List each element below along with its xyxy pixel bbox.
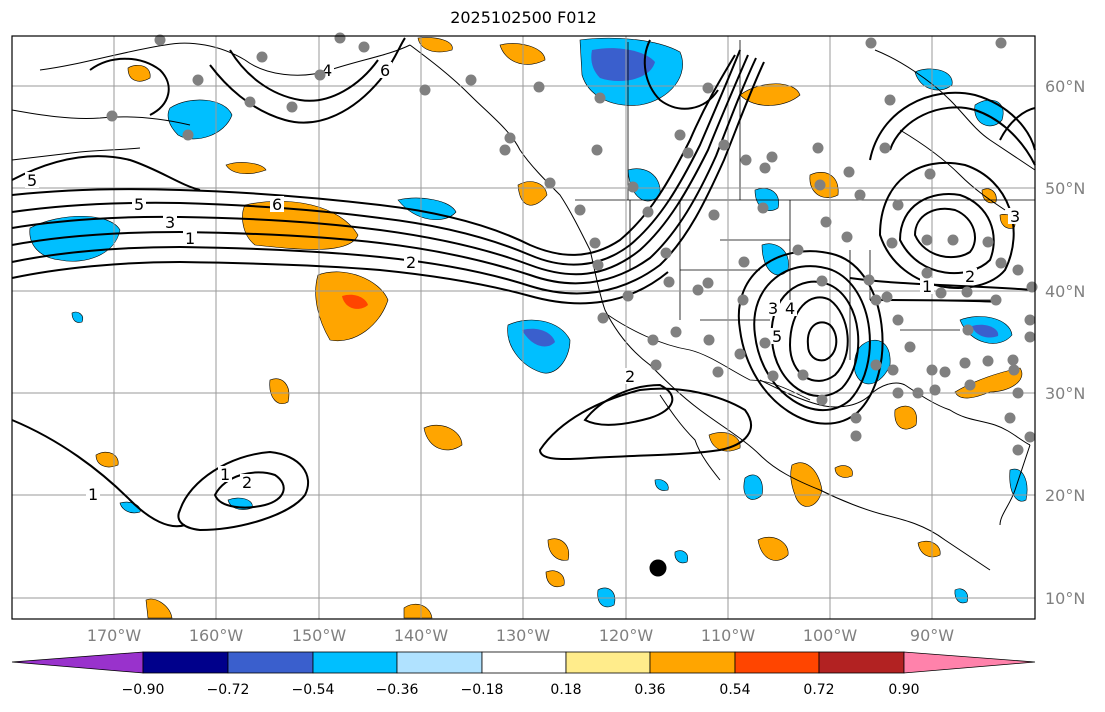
map-frame	[11, 35, 1036, 620]
colorbar-segment	[481, 651, 567, 674]
colorbar-tick: −0.18	[460, 682, 504, 698]
lon-label: 150°W	[291, 626, 347, 645]
contour-label: 2	[625, 367, 635, 386]
contour-label: 2	[406, 253, 416, 272]
contour-label: 4	[322, 61, 332, 80]
lat-label: 40°N	[1045, 282, 1086, 301]
colorbar-segment-below	[11, 651, 144, 674]
colorbar-segment	[818, 651, 905, 674]
lon-label: 100°W	[802, 626, 858, 645]
contour-label: 3	[165, 213, 175, 232]
colorbar-segment	[312, 651, 398, 674]
colorbar-segment	[142, 651, 229, 674]
colorbar-tick: −0.72	[206, 682, 250, 698]
contour-label: 6	[380, 61, 390, 80]
colorbar-tick: −0.90	[121, 682, 165, 698]
lon-label: 110°W	[700, 626, 756, 645]
colorbar-segment-above	[903, 651, 1036, 674]
colorbar-tick: −0.54	[291, 682, 335, 698]
map-title: 2025102500 F012	[450, 8, 597, 27]
negative-anomaly-shading	[29, 37, 1028, 608]
lat-label: 30°N	[1045, 384, 1086, 403]
contour-label: 5	[27, 171, 37, 190]
colorbar-tick: 0.72	[803, 682, 835, 698]
contour-lines	[11, 37, 1036, 532]
coastlines	[11, 42, 1036, 571]
contour-label: 3	[768, 299, 778, 318]
colorbar-segment	[649, 651, 736, 674]
lon-label: 160°W	[188, 626, 244, 645]
lon-label: 120°W	[598, 626, 654, 645]
contour-label: 4	[785, 299, 795, 318]
lat-label: 20°N	[1045, 486, 1086, 505]
colorbar-segment	[396, 651, 483, 674]
station-markers	[106, 32, 1038, 456]
colorbar-tick: 0.90	[888, 682, 920, 698]
contour-label: 5	[772, 327, 782, 346]
target-marker	[649, 559, 667, 577]
contour-label: 5	[134, 195, 144, 214]
lon-label: 130°W	[495, 626, 551, 645]
colorbar-tick: −0.36	[375, 682, 419, 698]
contour-label: 2	[965, 267, 975, 286]
contour-label-group: 5 5 3 1 6 2 6 4 5 4 3 2 3 2 1 1 2 1	[25, 61, 1022, 504]
colorbar-segment	[734, 651, 820, 674]
colorbar-tick: 0.36	[634, 682, 666, 698]
lat-label: 50°N	[1045, 179, 1086, 198]
lon-label: 140°W	[393, 626, 449, 645]
colorbar-tick: 0.18	[550, 682, 582, 698]
colorbar-segment	[565, 651, 651, 674]
contour-label: 3	[1010, 207, 1020, 226]
contour-label: 1	[220, 465, 230, 484]
lon-label: 170°W	[86, 626, 142, 645]
colorbar-tick: 0.54	[719, 682, 751, 698]
contour-label: 2	[242, 473, 252, 492]
colorbar-segment	[227, 651, 314, 674]
graticule	[12, 36, 1035, 619]
contour-label: 6	[272, 195, 282, 214]
lat-label: 10°N	[1045, 589, 1086, 608]
lon-label: 90°W	[909, 626, 955, 645]
contour-label: 1	[185, 229, 195, 248]
contour-label: 1	[88, 485, 98, 504]
colorbar	[11, 651, 1036, 674]
lat-label: 60°N	[1045, 77, 1086, 96]
contour-label: 1	[922, 277, 932, 296]
